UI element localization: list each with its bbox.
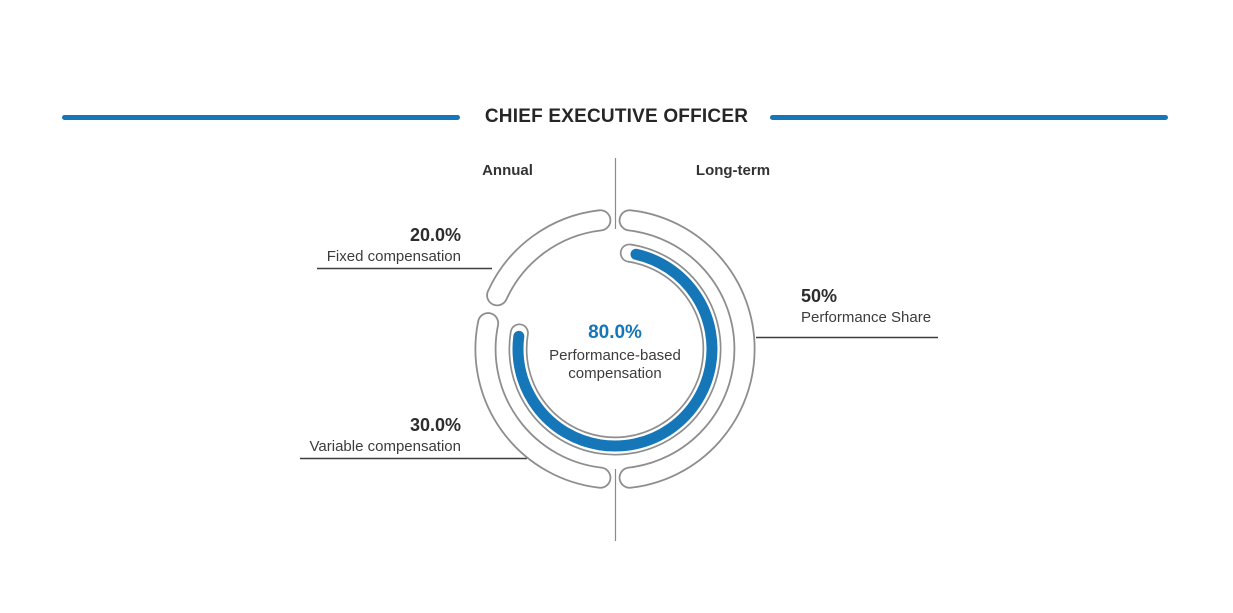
segment-performance-share-fill [620, 211, 754, 487]
performance-share-label: Performance Share [801, 308, 932, 326]
donut-outer-ring [474, 209, 756, 489]
callout-variable-compensation: 30.0% Variable compensation [310, 414, 461, 456]
title-rule-left [62, 115, 460, 120]
fixed-compensation-label: Fixed compensation [326, 247, 461, 265]
donut-center-text: 80.0% Performance-based compensation [465, 322, 765, 384]
inner-arc-performance-based-compensation-value [512, 248, 718, 452]
donut-inner-arc [508, 243, 722, 456]
variable-compensation-value: 30.0% [409, 415, 461, 435]
title-rule-right [770, 115, 1168, 120]
performance-based-label-line1: Performance-based [549, 347, 681, 364]
page-title: CHIEF EXECUTIVE OFFICER [484, 106, 749, 127]
group-label-long-term: Long-term [695, 162, 771, 179]
callout-fixed-compensation: 20.0% Fixed compensation [327, 224, 461, 266]
variable-compensation-label: Variable compensation [309, 437, 461, 455]
group-label-annual: Annual [482, 162, 533, 179]
performance-based-label-line2: compensation [568, 365, 662, 383]
segment-fixed-compensation-fill [487, 211, 610, 305]
performance-based-value: 80.0% [588, 322, 642, 343]
segment-variable-compensation-fill [476, 313, 610, 487]
fixed-compensation-value: 20.0% [409, 225, 461, 245]
performance-share-value: 50% [801, 286, 838, 306]
callout-performance-share: 50% Performance Share [801, 285, 931, 327]
